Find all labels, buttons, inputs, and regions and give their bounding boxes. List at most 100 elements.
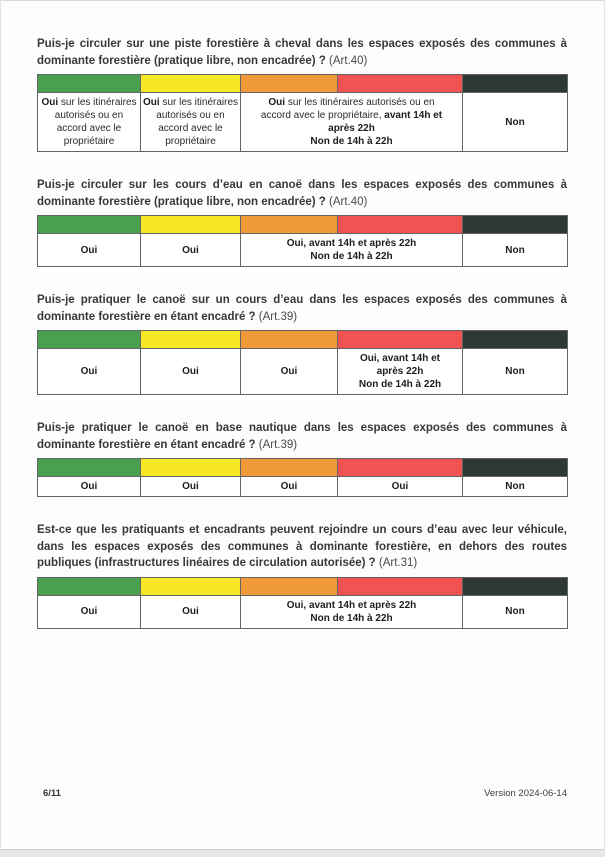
answer-row: Oui Oui Oui Oui, avant 14h et après 22h Non d…	[37, 348, 568, 395]
risk-level-red-cell	[337, 215, 463, 234]
answer-line: propriétaire	[40, 135, 138, 148]
text-segment: Puis-je pratiquer le canoë en base nauti…	[37, 422, 567, 451]
risk-level-orange-cell	[240, 74, 338, 93]
text-segment: Non	[505, 244, 525, 256]
text-segment: Oui	[143, 97, 160, 108]
answer-line: Oui	[40, 365, 138, 378]
text-segment: Oui	[80, 366, 98, 377]
page-bottom-edge	[0, 849, 605, 857]
text-segment: Puis-je circuler sur une piste forestièr…	[37, 38, 567, 67]
answer-cell-green: Oui sur les itinéraires autorisés ou en ac…	[37, 92, 141, 152]
answer-cell-red: Oui	[337, 476, 463, 497]
page-top-edge	[0, 0, 605, 1]
content-area: Puis-je circuler sur une piste forestièr…	[37, 36, 568, 654]
question-text: Puis-je circuler sur les cours d’eau en …	[37, 177, 567, 210]
text-segment: Oui	[182, 606, 199, 617]
answer-line: propriétaire	[143, 135, 238, 148]
answer-line: Oui	[40, 605, 138, 618]
answer-row: Oui sur les itinéraires autorisés ou en ac…	[37, 92, 568, 152]
risk-level-orange-cell	[240, 215, 338, 234]
risk-color-row	[37, 215, 568, 234]
answer-cell-dark-green: Non	[462, 348, 568, 395]
answer-line: Oui, avant 14h et après 22h	[243, 237, 460, 250]
page-number: 6/11	[43, 788, 61, 799]
text-segment: Oui	[182, 366, 199, 377]
text-segment: (Art.31)	[378, 557, 418, 569]
text-segment: (Art.40)	[329, 195, 368, 208]
text-segment: Oui, avant 14h et après 22h	[286, 238, 417, 249]
answer-cell-green: Oui	[37, 233, 141, 267]
answer-line: après 22h	[340, 365, 460, 378]
answer-cell-yellow: Oui	[140, 476, 241, 497]
text-segment: Oui	[280, 366, 298, 377]
answer-line: Oui	[143, 480, 238, 493]
text-segment: Oui	[80, 244, 98, 256]
risk-level-red-cell	[337, 458, 463, 477]
text-segment: sur les itinéraires autorisés ou en	[285, 97, 435, 108]
risk-level-yellow-cell	[140, 458, 241, 477]
question-block-1: Puis-je circuler sur une piste forestièr…	[37, 36, 568, 152]
answer-line: Oui	[143, 365, 238, 378]
text-segment: sur les itinéraires	[159, 97, 239, 108]
answer-line: Oui	[40, 480, 138, 493]
answer-line: Non de 14h à 22h	[243, 612, 460, 625]
risk-level-yellow-cell	[140, 74, 241, 93]
text-segment: Non	[505, 366, 525, 377]
text-segment: autorisés ou en	[54, 110, 124, 121]
risk-level-table: Oui Oui Oui Oui Non	[37, 458, 568, 497]
answer-line: autorisés ou en	[40, 109, 138, 122]
text-segment: Puis-je circuler sur les cours d’eau en …	[37, 179, 567, 208]
question-text: Est-ce que les pratiquants et encadrants…	[37, 522, 567, 572]
page-left-edge	[0, 0, 1, 857]
question-text: Puis-je pratiquer le canoë sur un cours …	[37, 292, 567, 325]
text-segment: Puis-je pratiquer le canoë sur un cours …	[37, 294, 567, 323]
risk-level-green-cell	[37, 458, 141, 477]
answer-line: accord avec le	[40, 122, 138, 135]
answer-line: Non de 14h à 22h	[340, 378, 460, 391]
answer-cell-yellow: Oui	[140, 348, 241, 395]
risk-level-dark-green-cell	[462, 576, 568, 596]
text-segment: Oui	[182, 244, 199, 256]
text-segment: Oui	[41, 97, 59, 108]
risk-level-green-cell	[37, 215, 141, 234]
risk-level-red-cell	[337, 330, 463, 349]
risk-level-dark-green-cell	[462, 330, 568, 349]
text-segment: accord avec le	[56, 123, 122, 134]
answer-line: Oui	[243, 365, 335, 378]
risk-level-dark-green-cell	[462, 74, 568, 93]
text-segment: Non de 14h à 22h	[310, 612, 393, 624]
risk-level-yellow-cell	[140, 576, 241, 596]
answer-cell-yellow: Oui	[140, 594, 241, 629]
text-segment: accord avec le	[158, 123, 223, 134]
answer-line: Non	[465, 480, 565, 493]
question-block-5: Est-ce que les pratiquants et encadrants…	[37, 522, 568, 629]
text-segment: Oui	[182, 481, 199, 492]
answer-line: Oui, avant 14h et	[340, 352, 460, 365]
answer-line: Oui	[143, 244, 238, 257]
text-segment: propriétaire	[63, 136, 115, 147]
risk-level-dark-green-cell	[462, 215, 568, 234]
risk-level-dark-green-cell	[462, 458, 568, 477]
answer-line: Non de 14h à 22h	[243, 250, 460, 263]
answer-line: Oui	[243, 480, 335, 493]
text-segment: Non	[505, 481, 525, 492]
text-segment: Oui	[268, 97, 286, 108]
risk-color-row	[37, 458, 568, 477]
text-segment: Oui, avant 14h et	[359, 353, 441, 364]
text-segment: (Art.39)	[258, 438, 298, 451]
answer-cell-dark-green: Non	[462, 476, 568, 497]
answer-line: après 22h	[243, 122, 460, 135]
text-segment: Non	[505, 606, 525, 617]
text-segment: après 22h	[328, 123, 375, 134]
risk-color-row	[37, 74, 568, 93]
answer-cell-yellow: Oui sur les itinéraires autorisés ou en ac…	[140, 92, 241, 152]
answer-line: Non	[465, 116, 565, 129]
text-segment: autorisés ou en	[156, 110, 225, 121]
risk-level-yellow-cell	[140, 330, 241, 349]
page-footer: 6/11 Version 2024-06-14	[43, 788, 567, 799]
text-segment: Oui, avant 14h et après 22h	[286, 599, 417, 611]
question-block-3: Puis-je pratiquer le canoë sur un cours …	[37, 292, 568, 395]
answer-cell-yellow: Oui	[140, 233, 241, 267]
risk-level-green-cell	[37, 74, 141, 93]
text-segment: Oui	[280, 481, 298, 492]
